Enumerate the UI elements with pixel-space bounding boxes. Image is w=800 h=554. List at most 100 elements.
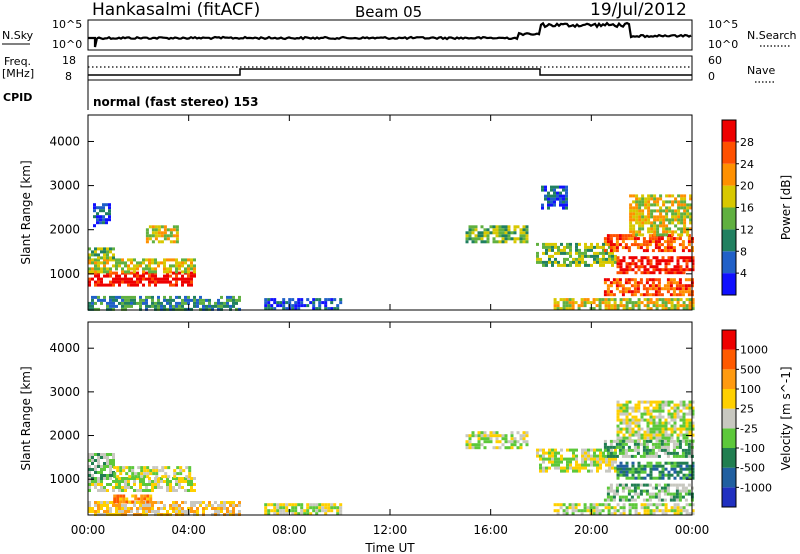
nave-tick-top: 60	[708, 54, 722, 67]
nave-tick-bottom: 0	[708, 70, 715, 83]
power-y-tick-label: 4000	[49, 134, 80, 148]
velocity-region	[264, 503, 343, 516]
velocity-data-cells	[88, 400, 695, 516]
velocity-region	[616, 400, 695, 443]
power-colorbar-swatch	[722, 185, 736, 208]
date-title: 19/Jul/2012	[590, 0, 687, 20]
noise-right-tick-top: 10^5	[708, 18, 738, 31]
freq-panel: Freq. [MHz] 18 8 60 0 Nave	[2, 54, 775, 83]
nsearch-label: N.Search	[747, 29, 797, 42]
velocity-colorbar-tick: -500	[740, 462, 765, 475]
power-region	[553, 298, 695, 311]
velocity-colorbar-swatch	[722, 448, 736, 468]
power-colorbar-tick: 24	[740, 158, 754, 171]
power-region	[629, 194, 693, 237]
power-y-tick-label: 1000	[49, 267, 80, 281]
power-region	[465, 225, 529, 244]
power-colorbar-swatch	[722, 229, 736, 252]
x-axis-title: Time UT	[364, 541, 415, 554]
velocity-region	[113, 466, 192, 479]
power-region	[603, 234, 694, 253]
power-region	[145, 225, 179, 244]
noise-right-tick-bottom: 10^0	[708, 38, 738, 51]
cpid-row: CPID normal (fast stereo) 153	[3, 80, 259, 110]
velocity-colorbar-swatch	[722, 487, 736, 507]
velocity-colorbar-tick: 1000	[740, 344, 768, 357]
power-data-cells	[88, 185, 695, 311]
noise-left-tick-top: 10^5	[52, 18, 82, 31]
velocity-colorbar-swatch	[722, 330, 736, 350]
power-colorbar-tick: 16	[740, 202, 754, 215]
power-colorbar-swatch	[722, 120, 736, 142]
time-tick-label: 04:00	[171, 523, 206, 537]
velocity-y-tick-label: 4000	[49, 341, 80, 355]
power-colorbar-swatch	[722, 251, 736, 274]
velocity-y-tick-label: 1000	[49, 472, 80, 486]
station-title: Hankasalmi (fitACF)	[92, 0, 260, 20]
velocity-region	[553, 503, 695, 516]
velocity-colorbar: 1000 500 100 25 -25 -100 -500 -1000 Velocity [m …	[721, 329, 793, 508]
velocity-colorbar-swatch	[722, 428, 736, 448]
velocity-region	[536, 448, 617, 473]
noise-left-tick-bottom: 10^0	[52, 38, 82, 51]
freq-label-line2: [MHz]	[2, 67, 34, 80]
velocity-colorbar-tick: -100	[740, 442, 765, 455]
power-region	[93, 203, 111, 228]
power-colorbar-tick: 8	[740, 245, 747, 258]
velocity-colorbar-swatch	[722, 369, 736, 389]
power-region	[616, 256, 695, 275]
power-region	[536, 242, 617, 267]
power-panel: 1000 2000 3000 4000 Slant Range [km] 4 8 12 16 20…	[19, 114, 793, 311]
cpid-text: normal (fast stereo) 153	[93, 95, 259, 109]
velocity-region	[113, 494, 153, 504]
freq-tick-top: 18	[62, 54, 76, 67]
velocity-colorbar-tick: -25	[740, 422, 758, 435]
power-region	[264, 298, 343, 311]
velocity-region	[465, 431, 529, 450]
velocity-colorbar-swatch	[722, 389, 736, 409]
velocity-region	[603, 439, 694, 458]
power-colorbar-tick: 28	[740, 136, 754, 149]
time-tick-label: 08:00	[272, 523, 307, 537]
power-colorbar-swatch	[722, 273, 736, 295]
power-colorbar-swatch	[722, 163, 736, 186]
velocity-y-axis-label: Slant Range [km]	[19, 366, 33, 470]
velocity-colorbar-tick: 500	[740, 363, 761, 376]
power-region	[88, 247, 115, 260]
velocity-region	[88, 453, 115, 480]
power-region	[603, 278, 694, 297]
velocity-colorbar-tick: 100	[740, 383, 761, 396]
power-colorbar-tick: 20	[740, 180, 754, 193]
power-colorbar-swatch	[722, 207, 736, 230]
freq-label-line1: Freq.	[4, 55, 31, 68]
power-y-tick-label: 2000	[49, 223, 80, 237]
velocity-region	[88, 477, 196, 492]
noise-sky-line	[88, 21, 692, 48]
velocity-colorbar-tick: 25	[740, 403, 754, 416]
velocity-colorbar-swatch	[722, 408, 736, 429]
power-region	[541, 185, 568, 210]
time-axis-labels: 00:00 04:00 08:00 12:00 16:00 20:00 00:00	[71, 523, 710, 537]
nsky-label: N.Sky	[2, 29, 34, 42]
power-y-axis-label: Slant Range [km]	[19, 160, 33, 264]
power-colorbar-swatch	[722, 141, 736, 164]
time-tick-label: 00:00	[71, 523, 106, 537]
power-colorbar-tick: 12	[740, 223, 754, 236]
power-region	[88, 271, 196, 287]
velocity-colorbar-swatch	[722, 349, 736, 370]
power-colorbar-label: Power [dB]	[779, 175, 793, 240]
velocity-y-tick-label: 3000	[49, 385, 80, 399]
velocity-region	[603, 483, 694, 502]
velocity-region	[616, 461, 695, 480]
power-region	[88, 295, 241, 311]
velocity-region	[88, 501, 241, 516]
velocity-colorbar-label: Velocity [m s^-1]	[779, 366, 793, 470]
cpid-label: CPID	[3, 91, 32, 104]
nave-label: Nave	[747, 64, 775, 77]
time-tick-label: 20:00	[574, 523, 609, 537]
power-region	[88, 258, 196, 274]
time-tick-label: 00:00	[675, 523, 710, 537]
beam-title: Beam 05	[355, 3, 422, 21]
